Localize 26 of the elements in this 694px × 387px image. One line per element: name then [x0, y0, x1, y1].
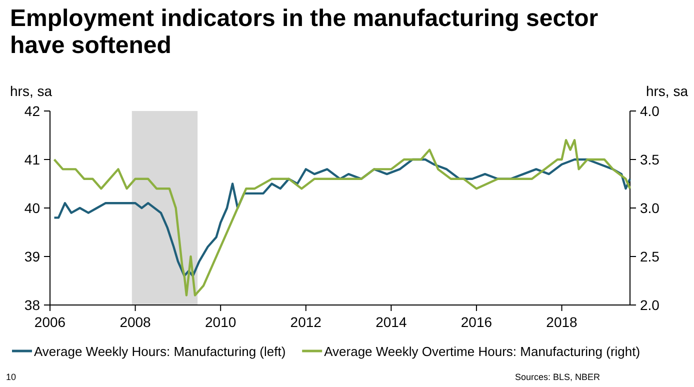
y-tick-label: 38 [24, 297, 40, 313]
line-series [53, 139, 632, 296]
y2-axis-title: hrs, sa [646, 83, 688, 99]
source-note: Sources: BLS, NBER [514, 372, 600, 382]
x-tick-label: 2010 [205, 314, 236, 330]
y2-tick-label: 2.0 [640, 297, 660, 313]
y2-tick-label: 3.5 [640, 152, 660, 168]
x-tick-label: 2008 [120, 314, 152, 330]
text: 10 [6, 372, 16, 382]
y-tick-label: 40 [24, 200, 40, 216]
x-tick-label: 2012 [290, 314, 322, 330]
legend-label: Average Weekly Overtime Hours: Manufacturing (right) [324, 344, 640, 359]
y2-tick-label: 4.0 [640, 103, 660, 119]
y2-tick-label: 3.0 [640, 200, 660, 216]
y2-tick-label: 2.5 [640, 248, 660, 264]
y-axis-title: hrs, sa [10, 83, 52, 99]
x-tick-label: 2006 [34, 314, 66, 330]
line-series [53, 158, 632, 277]
x-tick-label: 2016 [460, 314, 492, 330]
chart-title: Employment indicators in the manufacturing sector have softened [10, 5, 598, 59]
legend-label: Average Weekly Hours: Manufacturing (left) [34, 344, 286, 359]
y-tick-label: 41 [24, 152, 40, 168]
x-tick-label: 2014 [376, 314, 407, 330]
y-tick-label: 39 [24, 248, 40, 264]
y-tick-label: 42 [24, 103, 40, 119]
x-tick-label: 2018 [546, 314, 578, 330]
